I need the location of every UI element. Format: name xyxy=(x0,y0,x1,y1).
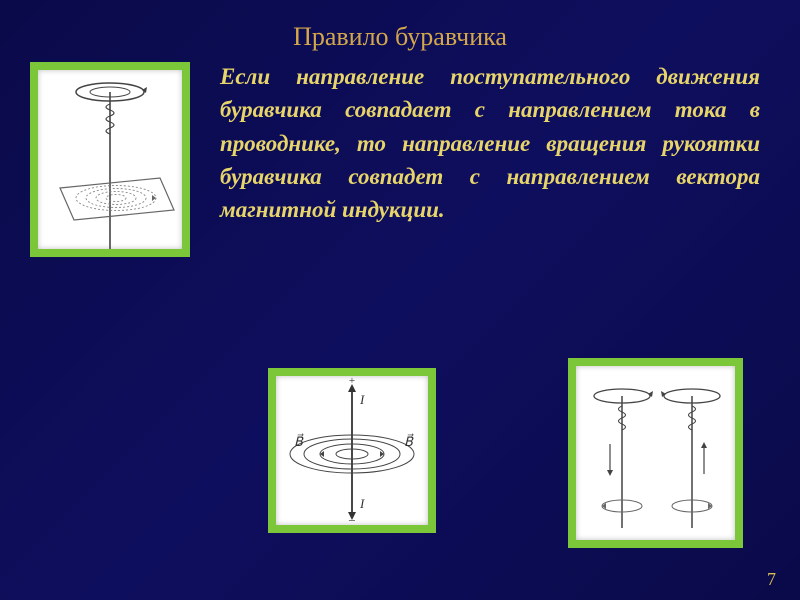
wire-field-svg: + − I I B⃗ B⃗ xyxy=(276,376,428,525)
gimlet-plane-svg xyxy=(38,70,182,249)
label-I-top: I xyxy=(359,392,365,407)
label-plus: + xyxy=(349,376,355,387)
label-I-bottom: I xyxy=(359,496,365,511)
label-B-right: B⃗ xyxy=(404,434,414,449)
diagram-gimlet-pair xyxy=(568,358,743,548)
page-number: 7 xyxy=(767,569,776,590)
diagram-wire-field: + − I I B⃗ B⃗ xyxy=(268,368,436,533)
label-minus: − xyxy=(348,513,355,525)
slide-title: Правило буравчика xyxy=(0,22,800,52)
slide-body-text: Если направление поступательного движени… xyxy=(220,60,760,227)
diagram-gimlet-plane xyxy=(30,62,190,257)
gimlet-pair-svg xyxy=(576,366,735,540)
label-B-left: B⃗ xyxy=(294,434,304,449)
